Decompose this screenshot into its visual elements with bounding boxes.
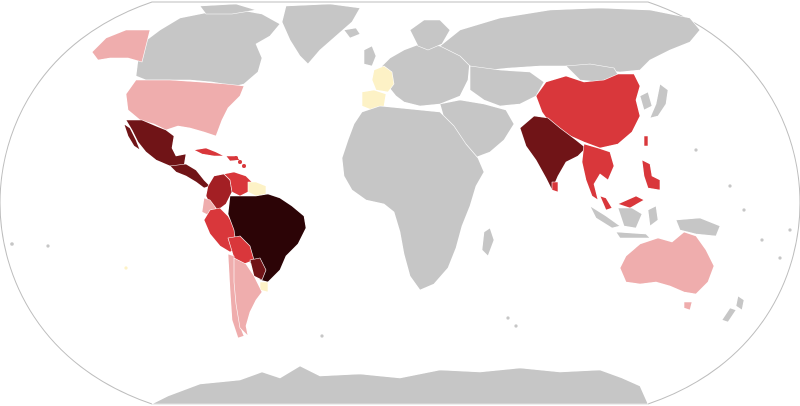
small-islands (10, 148, 792, 338)
baja-california (123, 123, 141, 151)
tasmania (683, 301, 693, 311)
korea (639, 91, 653, 111)
europe (377, 43, 471, 107)
central-asia (469, 65, 545, 107)
australia (619, 231, 715, 295)
cuba (193, 147, 225, 157)
argentina (233, 257, 263, 337)
paraguay (249, 257, 267, 281)
africa (341, 105, 485, 291)
sri-lanka (551, 181, 559, 193)
new-guinea (675, 217, 721, 237)
canada-islands (199, 3, 257, 15)
borneo (617, 207, 643, 229)
spain (361, 89, 387, 111)
british-isles (363, 45, 377, 67)
taiwan (643, 135, 649, 147)
india (519, 115, 587, 191)
scandinavia (409, 19, 451, 51)
malaysia-borneo (617, 195, 645, 209)
japan (649, 83, 669, 119)
guianas (247, 181, 267, 197)
malaysia (599, 195, 613, 211)
mainland-southeast-asia (581, 143, 615, 201)
central-america (169, 163, 211, 189)
madagascar (481, 227, 495, 257)
indonesia (589, 205, 621, 229)
alaska (91, 29, 151, 63)
sulawesi (647, 205, 659, 227)
united-states (125, 79, 245, 137)
new-zealand-south (721, 307, 737, 323)
java (615, 231, 651, 239)
greenland (281, 3, 361, 65)
philippines (641, 159, 661, 191)
new-zealand (735, 295, 745, 311)
france (371, 65, 395, 93)
antarctica (151, 365, 649, 405)
mexico (125, 119, 187, 167)
iceland (343, 27, 361, 39)
